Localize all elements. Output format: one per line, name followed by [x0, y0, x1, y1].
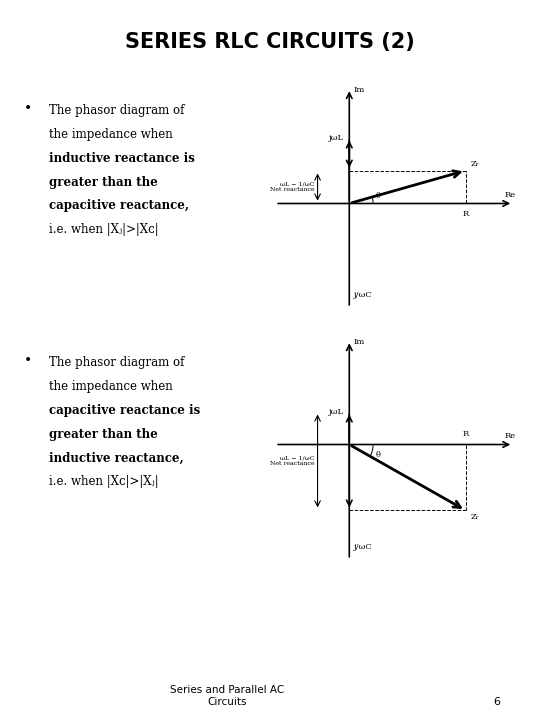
Text: The phasor diagram of: The phasor diagram of	[49, 104, 184, 117]
Text: Im: Im	[354, 86, 364, 94]
Text: i.e. when |Xᴄ|>|Xⱼ|: i.e. when |Xᴄ|>|Xⱼ|	[49, 475, 158, 488]
Text: i.e. when |Xⱼ|>|Xᴄ|: i.e. when |Xⱼ|>|Xᴄ|	[49, 223, 158, 236]
Text: ωL − 1/ωC
Net reactance: ωL − 1/ωC Net reactance	[271, 456, 315, 467]
Text: Im: Im	[354, 338, 364, 346]
Text: the impedance when: the impedance when	[49, 380, 172, 393]
Text: Re: Re	[505, 191, 516, 199]
Text: j/ωC: j/ωC	[354, 292, 372, 300]
Text: •: •	[24, 102, 32, 116]
Text: capacitive reactance,: capacitive reactance,	[49, 199, 188, 212]
Text: θ: θ	[376, 192, 381, 200]
Text: θ: θ	[376, 451, 381, 459]
Text: Zᵣ: Zᵣ	[471, 160, 480, 168]
Text: inductive reactance is: inductive reactance is	[49, 152, 194, 165]
Text: inductive reactance,: inductive reactance,	[49, 451, 183, 464]
Text: greater than the: greater than the	[49, 176, 157, 189]
Text: jωL: jωL	[329, 408, 344, 415]
Text: SERIES RLC CIRCUITS (2): SERIES RLC CIRCUITS (2)	[125, 32, 415, 53]
Text: jωL: jωL	[329, 134, 344, 142]
Text: The phasor diagram of: The phasor diagram of	[49, 356, 184, 369]
Text: R: R	[462, 430, 469, 438]
Text: ωL − 1/ωC
Net reactance: ωL − 1/ωC Net reactance	[271, 181, 315, 192]
Text: the impedance when: the impedance when	[49, 128, 172, 141]
Text: Series and Parallel AC
Circuits: Series and Parallel AC Circuits	[170, 685, 284, 707]
Text: greater than the: greater than the	[49, 428, 157, 441]
Text: j/ωC: j/ωC	[354, 544, 372, 552]
Text: capacitive reactance is: capacitive reactance is	[49, 404, 200, 417]
Text: R: R	[462, 210, 469, 218]
Text: Re: Re	[505, 432, 516, 440]
Text: Zᵣ: Zᵣ	[471, 513, 480, 521]
Text: •: •	[24, 354, 32, 368]
Text: 6: 6	[494, 697, 500, 707]
